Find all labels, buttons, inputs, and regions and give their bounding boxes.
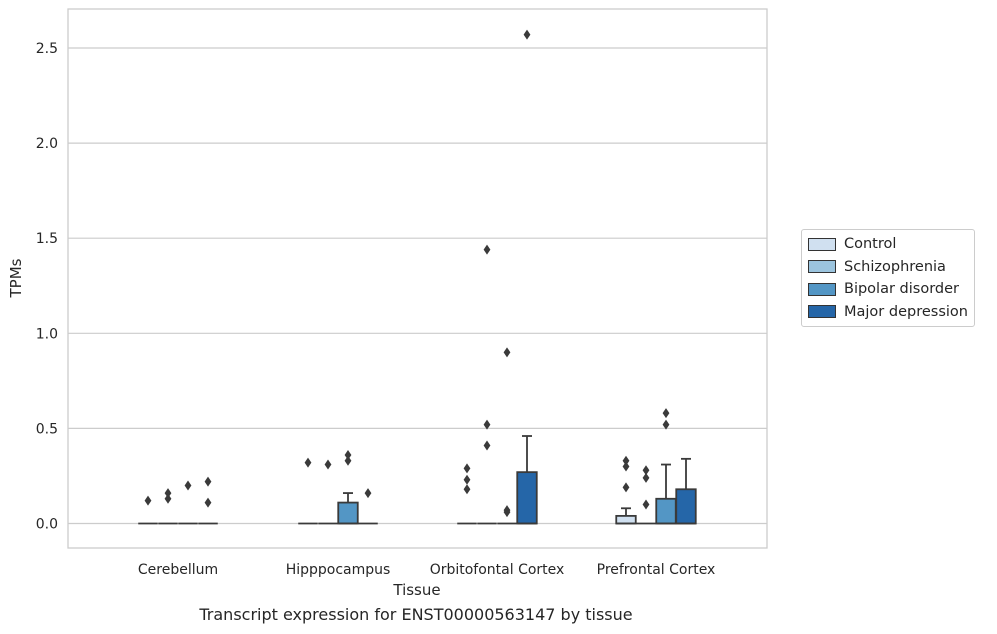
legend: Control Schizophrenia Bipolar disorder M… <box>801 229 975 327</box>
x-axis-ticks: Cerebellum Hipppocampus Orbitofontal Corte… <box>138 562 715 578</box>
legend-label-major-depression: Major depression <box>844 303 968 320</box>
outlier-point <box>622 455 630 466</box>
x-axis-label: Tissue <box>392 581 440 599</box>
x-tick-label: Hipppocampus <box>286 562 391 578</box>
box <box>337 501 359 525</box>
box <box>516 471 538 525</box>
box-control <box>615 507 637 525</box>
box-bipolar-disorder <box>655 463 677 525</box>
box <box>615 514 637 525</box>
legend-label-schizophrenia: Schizophrenia <box>844 258 946 275</box>
outlier-point <box>324 459 332 470</box>
outlier-point <box>483 244 491 255</box>
box-bipolar-disorder <box>337 492 359 525</box>
outlier-point <box>463 463 471 474</box>
legend-label-control: Control <box>844 236 897 253</box>
y-tick-label: 1.5 <box>36 231 58 247</box>
legend-item-control: Control <box>808 233 968 256</box>
outlier-point <box>344 455 352 466</box>
outlier-point <box>523 29 531 40</box>
outlier-point <box>184 480 192 491</box>
x-tick-label: Orbitofontal Cortex <box>430 562 565 578</box>
outlier-point <box>662 419 670 430</box>
outlier-point <box>642 499 650 510</box>
y-axis-label: TPMs <box>7 258 25 298</box>
box-major-depression <box>675 457 697 525</box>
legend-swatch-major-depression <box>808 305 836 319</box>
outlier-point <box>662 408 670 419</box>
outlier-point <box>622 461 630 472</box>
outlier-point <box>204 476 212 487</box>
outlier-points <box>144 29 670 518</box>
outlier-point <box>463 484 471 495</box>
y-tick-label: 2.5 <box>36 41 58 57</box>
outlier-point <box>483 419 491 430</box>
outlier-point <box>364 488 372 499</box>
box-major-depression <box>516 435 538 525</box>
y-tick-label: 0.0 <box>36 517 58 533</box>
outlier-point <box>144 495 152 506</box>
outlier-point <box>304 457 312 468</box>
legend-swatch-schizophrenia <box>808 260 836 274</box>
grid-lines <box>68 47 767 525</box>
box <box>675 488 697 525</box>
legend-item-major-depression: Major depression <box>808 301 968 324</box>
outlier-point <box>642 465 650 476</box>
outlier-point <box>344 450 352 461</box>
legend-label-bipolar-disorder: Bipolar disorder <box>844 281 959 298</box>
outlier-point <box>503 347 511 358</box>
box <box>655 497 677 525</box>
outlier-point <box>204 497 212 508</box>
y-axis-ticks: 0.0 0.5 1.0 1.5 2.0 2.5 <box>36 41 58 533</box>
chart-caption: Transcript expression for ENST0000056314… <box>199 605 633 624</box>
outlier-point <box>622 482 630 493</box>
x-tick-label: Prefrontal Cortex <box>597 562 716 578</box>
legend-item-bipolar-disorder: Bipolar disorder <box>808 278 968 301</box>
legend-swatch-bipolar-disorder <box>808 282 836 296</box>
plot-area-frame <box>67 8 768 549</box>
outlier-point <box>483 440 491 451</box>
legend-item-schizophrenia: Schizophrenia <box>808 256 968 279</box>
outlier-point <box>164 493 172 504</box>
boxes <box>138 435 697 525</box>
outlier-point <box>503 505 511 516</box>
legend-swatch-control <box>808 237 836 251</box>
outlier-point <box>164 488 172 499</box>
x-tick-label: Cerebellum <box>138 562 218 578</box>
outlier-point <box>463 474 471 485</box>
outlier-point <box>642 472 650 483</box>
y-tick-label: 2.0 <box>36 136 58 152</box>
y-tick-label: 0.5 <box>36 421 58 437</box>
y-tick-label: 1.0 <box>36 326 58 342</box>
